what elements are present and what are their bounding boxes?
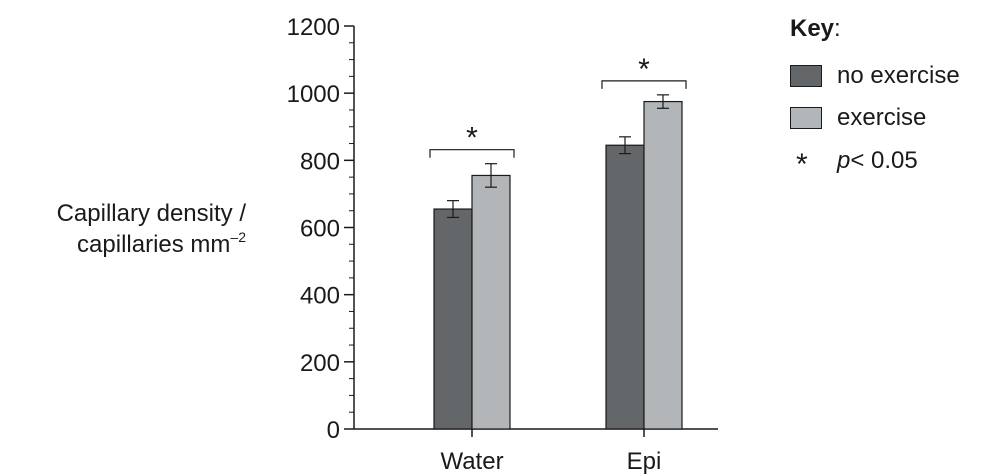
y-axis-label-line2: capillaries mm–2 (6, 229, 246, 260)
significance-bracket-water (429, 149, 515, 158)
y-tick-label: 200 (300, 350, 340, 377)
legend-label-no-exercise: no exercise (837, 62, 960, 89)
y-tick-label: 1000 (287, 81, 340, 108)
y-tick-label: 600 (300, 216, 340, 243)
significance-asterisk-water: * (466, 122, 478, 155)
y-axis-label-unit: capillaries mm (77, 231, 231, 258)
legend-swatch-no-exercise (790, 65, 822, 87)
significance-asterisk-epi: * (638, 53, 650, 86)
y-tick-label: 800 (300, 148, 340, 175)
significance-layer: ** (429, 53, 687, 158)
bars-layer (433, 94, 683, 430)
legend-asterisk-icon: * (796, 148, 808, 181)
significance-bracket-epi (601, 80, 687, 89)
x-tick-label-epi: Epi (627, 448, 662, 475)
legend-title: Key: (790, 12, 841, 46)
y-tick-label: 1200 (287, 14, 340, 41)
y-axis-label-exponent: –2 (230, 229, 246, 245)
bar-epi-no-exercise (605, 144, 645, 430)
legend-p-symbol: p (837, 147, 851, 174)
axis-layer: 0 200 400 600 800 1000 1200 Water Epi (287, 14, 718, 475)
legend-significance-label: p< 0.05 (837, 147, 918, 175)
x-tick-label-water: Water (440, 448, 503, 475)
y-axis-label: Capillary density / capillaries mm–2 (6, 198, 246, 260)
legend-p-threshold: < 0.05 (850, 147, 918, 174)
bar-water-exercise (471, 174, 511, 430)
legend-title-colon: : (834, 15, 841, 42)
legend-title-text: Key (790, 15, 835, 42)
y-tick-label: 0 (327, 417, 340, 444)
legend-label-exercise: exercise (837, 104, 927, 131)
bar-water-no-exercise (433, 208, 473, 430)
y-tick-label: 400 (300, 283, 340, 310)
legend-swatch-exercise (790, 107, 822, 129)
y-axis-label-line1: Capillary density / (56, 200, 246, 227)
bar-epi-exercise (643, 100, 683, 430)
legend: Key: no exercise exercise * p< 0.05 (790, 12, 960, 180)
